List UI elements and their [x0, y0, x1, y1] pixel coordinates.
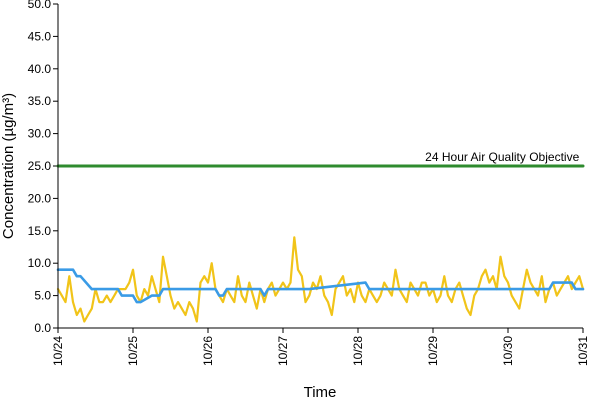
- x-tick-label: 10/27: [276, 336, 290, 366]
- objective-annotation: 24 Hour Air Quality Objective: [425, 150, 579, 164]
- rolling-average-series: [56, 268, 585, 304]
- x-tick-label: 10/30: [501, 336, 515, 366]
- x-tick-label: 10/25: [126, 336, 140, 366]
- y-tick-label: 30.0: [28, 127, 52, 141]
- y-tick-label: 40.0: [28, 62, 52, 76]
- y-tick-label: 0.0: [34, 321, 51, 335]
- x-tick-label: 10/24: [51, 336, 65, 366]
- x-tick-label: 10/31: [576, 336, 590, 366]
- y-tick-label: 25.0: [28, 159, 52, 173]
- hourly-concentration-series: [56, 236, 585, 323]
- y-tick-label: 15.0: [28, 224, 52, 238]
- y-axis-ticks: 0.0 5.0 10.0 15.0 20.0 25.0 30.0 35.0 40.0 45.0 50…: [28, 0, 58, 335]
- x-axis-title: Time: [304, 384, 337, 400]
- y-tick-label: 45.0: [28, 29, 52, 43]
- y-tick-label: 50.0: [28, 0, 52, 11]
- x-tick-label: 10/29: [426, 336, 440, 366]
- y-tick-label: 35.0: [28, 94, 52, 108]
- series-group: [56, 164, 585, 323]
- y-axis-title: Concentration (µg/m³): [0, 93, 17, 239]
- y-tick-label: 5.0: [34, 289, 51, 303]
- x-axis-ticks: 10/24 10/25 10/26 10/27 10/28 10/29 10/30 10/31: [51, 328, 590, 366]
- x-tick-label: 10/28: [351, 336, 365, 366]
- y-tick-label: 20.0: [28, 191, 52, 205]
- x-tick-label: 10/26: [201, 336, 215, 366]
- y-tick-label: 10.0: [28, 256, 52, 270]
